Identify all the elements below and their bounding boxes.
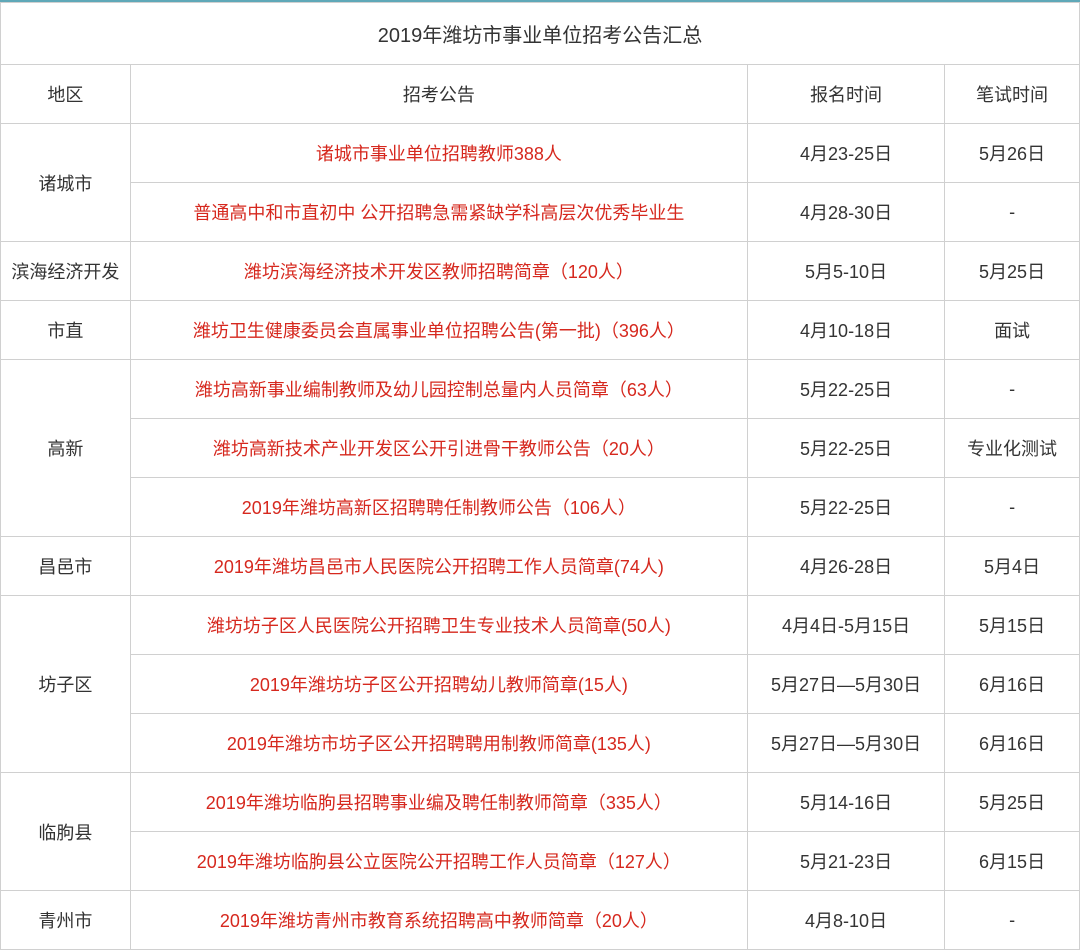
reg-time-cell: 4月26-28日 (748, 537, 945, 596)
notice-link[interactable]: 潍坊高新事业编制教师及幼儿园控制总量内人员简章（63人） (195, 380, 683, 400)
reg-time-cell: 4月4日-5月15日 (748, 596, 945, 655)
reg-time-cell: 5月27日—5月30日 (748, 655, 945, 714)
notice-cell: 诸城市事业单位招聘教师388人 (130, 124, 747, 183)
exam-time-cell: 6月16日 (945, 655, 1080, 714)
notice-cell: 普通高中和市直初中 公开招聘急需紧缺学科高层次优秀毕业生 (130, 183, 747, 242)
reg-time-cell: 4月8-10日 (748, 891, 945, 950)
notice-cell: 2019年潍坊临朐县招聘事业编及聘任制教师简章（335人） (130, 773, 747, 832)
reg-time-cell: 4月10-18日 (748, 301, 945, 360)
table-row: 潍坊高新技术产业开发区公开引进骨干教师公告（20人） 5月22-25日专业化测试 (1, 419, 1080, 478)
exam-time-cell: 6月16日 (945, 714, 1080, 773)
notice-link[interactable]: 普通高中和市直初中 公开招聘急需紧缺学科高层次优秀毕业生 (193, 203, 684, 223)
notice-link[interactable]: 2019年潍坊临朐县招聘事业编及聘任制教师简章（335人） (206, 793, 672, 813)
notice-cell: 2019年潍坊高新区招聘聘任制教师公告（106人） (130, 478, 747, 537)
header-row: 地区 招考公告 报名时间 笔试时间 (1, 65, 1080, 124)
table-body: 2019年潍坊市事业单位招考公告汇总 地区 招考公告 报名时间 笔试时间 诸城市… (1, 3, 1080, 950)
header-region: 地区 (1, 65, 131, 124)
table-row: 昌邑市 2019年潍坊昌邑市人民医院公开招聘工作人员简章(74人) 4月26-28日… (1, 537, 1080, 596)
reg-time-cell: 5月22-25日 (748, 360, 945, 419)
table-row: 2019年潍坊高新区招聘聘任制教师公告（106人） 5月22-25日- (1, 478, 1080, 537)
region-cell: 高新 (1, 360, 131, 537)
exam-time-cell: - (945, 891, 1080, 950)
exam-time-cell: 5月25日 (945, 242, 1080, 301)
notice-cell: 潍坊滨海经济技术开发区教师招聘简章（120人） (130, 242, 747, 301)
exam-time-cell: 5月25日 (945, 773, 1080, 832)
notice-link[interactable]: 诸城市事业单位招聘教师388人 (316, 144, 562, 164)
notice-link[interactable]: 2019年潍坊高新区招聘聘任制教师公告（106人） (242, 498, 636, 518)
table-title: 2019年潍坊市事业单位招考公告汇总 (1, 3, 1080, 65)
table-row: 普通高中和市直初中 公开招聘急需紧缺学科高层次优秀毕业生 4月28-30日- (1, 183, 1080, 242)
exam-time-cell: - (945, 360, 1080, 419)
table-row: 高新潍坊高新事业编制教师及幼儿园控制总量内人员简章（63人）5月22-25日- (1, 360, 1080, 419)
region-cell: 诸城市 (1, 124, 131, 242)
region-cell: 青州市 (1, 891, 131, 950)
notice-cell: 2019年潍坊市坊子区公开招聘聘用制教师简章(135人) (130, 714, 747, 773)
region-cell: 滨海经济开发 (1, 242, 131, 301)
table-row: 2019年潍坊坊子区公开招聘幼儿教师简章(15人) 5月27日—5月30日6月16… (1, 655, 1080, 714)
notice-link[interactable]: 2019年潍坊临朐县公立医院公开招聘工作人员简章（127人） (197, 852, 681, 872)
notice-cell: 2019年潍坊临朐县公立医院公开招聘工作人员简章（127人） (130, 832, 747, 891)
exam-time-cell: 5月15日 (945, 596, 1080, 655)
region-cell: 坊子区 (1, 596, 131, 773)
reg-time-cell: 5月22-25日 (748, 419, 945, 478)
notice-link[interactable]: 2019年潍坊昌邑市人民医院公开招聘工作人员简章(74人) (214, 557, 664, 577)
notice-cell: 2019年潍坊青州市教育系统招聘高中教师简章（20人） (130, 891, 747, 950)
table-row: 青州市 2019年潍坊青州市教育系统招聘高中教师简章（20人） 4月8-10日- (1, 891, 1080, 950)
region-cell: 市直 (1, 301, 131, 360)
table-row: 2019年潍坊市坊子区公开招聘聘用制教师简章(135人) 5月27日—5月30日6… (1, 714, 1080, 773)
exam-time-cell: - (945, 183, 1080, 242)
notice-link[interactable]: 潍坊卫生健康委员会直属事业单位招聘公告(第一批)（396人） (193, 321, 685, 341)
exam-time-cell: - (945, 478, 1080, 537)
notice-cell: 潍坊坊子区人民医院公开招聘卫生专业技术人员简章(50人) (130, 596, 747, 655)
reg-time-cell: 5月22-25日 (748, 478, 945, 537)
notice-link[interactable]: 2019年潍坊坊子区公开招聘幼儿教师简章(15人) (250, 675, 628, 695)
reg-time-cell: 5月21-23日 (748, 832, 945, 891)
reg-time-cell: 5月27日—5月30日 (748, 714, 945, 773)
notice-link[interactable]: 2019年潍坊青州市教育系统招聘高中教师简章（20人） (220, 911, 658, 931)
exam-time-cell: 面试 (945, 301, 1080, 360)
header-notice: 招考公告 (130, 65, 747, 124)
exam-time-cell: 6月15日 (945, 832, 1080, 891)
table-row: 临朐县2019年潍坊临朐县招聘事业编及聘任制教师简章（335人）5月14-16日… (1, 773, 1080, 832)
reg-time-cell: 4月28-30日 (748, 183, 945, 242)
notice-link[interactable]: 潍坊滨海经济技术开发区教师招聘简章（120人） (244, 262, 634, 282)
reg-time-cell: 4月23-25日 (748, 124, 945, 183)
recruitment-table: 2019年潍坊市事业单位招考公告汇总 地区 招考公告 报名时间 笔试时间 诸城市… (0, 2, 1080, 950)
table-row: 坊子区潍坊坊子区人民医院公开招聘卫生专业技术人员简章(50人)4月4日-5月15… (1, 596, 1080, 655)
region-cell: 昌邑市 (1, 537, 131, 596)
exam-time-cell: 5月4日 (945, 537, 1080, 596)
table-row: 市直 潍坊卫生健康委员会直属事业单位招聘公告(第一批)（396人） 4月10-18日… (1, 301, 1080, 360)
notice-link[interactable]: 潍坊坊子区人民医院公开招聘卫生专业技术人员简章(50人) (207, 616, 671, 636)
notice-cell: 潍坊高新技术产业开发区公开引进骨干教师公告（20人） (130, 419, 747, 478)
exam-time-cell: 5月26日 (945, 124, 1080, 183)
notice-cell: 2019年潍坊坊子区公开招聘幼儿教师简章(15人) (130, 655, 747, 714)
header-exam-time: 笔试时间 (945, 65, 1080, 124)
title-row: 2019年潍坊市事业单位招考公告汇总 (1, 3, 1080, 65)
table-row: 滨海经济开发 潍坊滨海经济技术开发区教师招聘简章（120人） 5月5-10日5月25… (1, 242, 1080, 301)
notice-cell: 2019年潍坊昌邑市人民医院公开招聘工作人员简章(74人) (130, 537, 747, 596)
reg-time-cell: 5月5-10日 (748, 242, 945, 301)
notice-link[interactable]: 潍坊高新技术产业开发区公开引进骨干教师公告（20人） (213, 439, 665, 459)
notice-link[interactable]: 2019年潍坊市坊子区公开招聘聘用制教师简章(135人) (227, 734, 651, 754)
region-cell: 临朐县 (1, 773, 131, 891)
table-row: 诸城市诸城市事业单位招聘教师388人4月23-25日5月26日 (1, 124, 1080, 183)
notice-cell: 潍坊卫生健康委员会直属事业单位招聘公告(第一批)（396人） (130, 301, 747, 360)
recruitment-table-container: 2019年潍坊市事业单位招考公告汇总 地区 招考公告 报名时间 笔试时间 诸城市… (0, 0, 1080, 950)
notice-cell: 潍坊高新事业编制教师及幼儿园控制总量内人员简章（63人） (130, 360, 747, 419)
reg-time-cell: 5月14-16日 (748, 773, 945, 832)
table-row: 2019年潍坊临朐县公立医院公开招聘工作人员简章（127人） 5月21-23日6月… (1, 832, 1080, 891)
header-reg-time: 报名时间 (748, 65, 945, 124)
exam-time-cell: 专业化测试 (945, 419, 1080, 478)
